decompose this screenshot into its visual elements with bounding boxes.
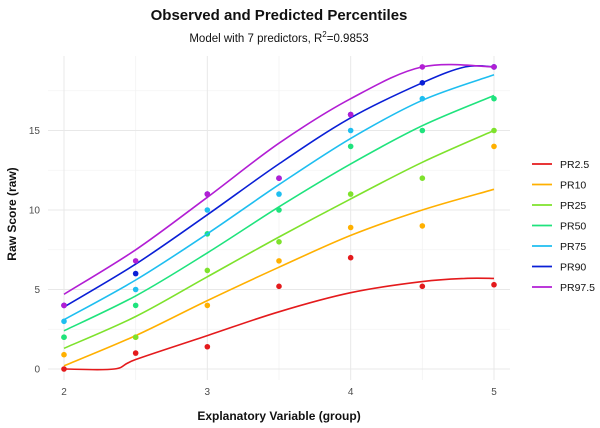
observed-point-pr50 bbox=[347, 143, 354, 150]
observed-point-pr2-5 bbox=[419, 283, 426, 290]
y-tick-label: 15 bbox=[29, 126, 41, 137]
observed-point-pr10 bbox=[61, 351, 67, 358]
observed-point-pr97-5 bbox=[132, 258, 139, 264]
legend-label: PR97.5 bbox=[560, 282, 595, 294]
observed-point-pr25 bbox=[491, 127, 497, 134]
observed-point-pr10 bbox=[204, 302, 211, 309]
legend-label: PR25 bbox=[560, 200, 586, 212]
observed-point-pr90 bbox=[419, 80, 426, 86]
predicted-line-pr25 bbox=[63, 129, 495, 350]
x-axis-title: Explanatory Variable (group) bbox=[197, 409, 360, 423]
y-tick-label: 10 bbox=[29, 206, 41, 217]
legend: PR2.5 PR10 PR25 PR50 PR75 PR90 PR97.5 bbox=[532, 159, 595, 294]
series-pr97-5 bbox=[61, 63, 497, 309]
legend-label: PR75 bbox=[560, 241, 586, 253]
observed-point-pr90 bbox=[132, 270, 139, 277]
legend-label: PR90 bbox=[560, 262, 586, 274]
series-group bbox=[61, 63, 497, 372]
legend-label: PR10 bbox=[560, 180, 586, 192]
observed-point-pr97-5 bbox=[276, 175, 282, 181]
observed-point-pr25 bbox=[347, 191, 354, 197]
observed-point-pr50 bbox=[276, 207, 282, 213]
observed-point-pr2-5 bbox=[61, 366, 67, 372]
observed-point-pr97-5 bbox=[61, 302, 67, 309]
observed-point-pr2-5 bbox=[491, 281, 497, 288]
observed-point-pr2-5 bbox=[276, 283, 282, 290]
observed-point-pr50 bbox=[419, 127, 426, 134]
observed-point-pr25 bbox=[132, 334, 139, 341]
y-tick-label: 0 bbox=[34, 365, 40, 376]
x-tick-label: 2 bbox=[61, 387, 67, 398]
subtitle-superscript: 2 bbox=[322, 30, 327, 39]
observed-point-pr75 bbox=[61, 318, 67, 325]
observed-point-pr75 bbox=[204, 207, 211, 213]
legend-label: PR2.5 bbox=[560, 159, 589, 171]
observed-point-pr75 bbox=[276, 191, 282, 197]
chart-subtitle: Model with 7 predictors, R2=0.9853 bbox=[189, 30, 368, 45]
legend-item-pr2-5: PR2.5 bbox=[532, 159, 589, 171]
series-pr2-5 bbox=[61, 254, 497, 372]
subtitle-prefix: Model with 7 predictors, R bbox=[189, 33, 322, 45]
subtitle-suffix: =0.9853 bbox=[327, 33, 369, 45]
observed-point-pr75 bbox=[347, 127, 354, 134]
observed-point-pr10 bbox=[276, 258, 282, 264]
predicted-line-pr2-5 bbox=[63, 277, 495, 371]
x-tick-labels: 2 3 4 5 bbox=[61, 387, 497, 398]
legend-item-pr50: PR50 bbox=[532, 221, 586, 233]
x-tick-label: 3 bbox=[205, 387, 211, 398]
observed-point-pr10 bbox=[419, 223, 426, 229]
x-tick-label: 5 bbox=[491, 387, 497, 398]
observed-point-pr25 bbox=[419, 175, 426, 181]
observed-point-pr2-5 bbox=[204, 343, 211, 350]
observed-point-pr50 bbox=[491, 95, 497, 102]
observed-point-pr97-5 bbox=[419, 64, 426, 70]
legend-item-pr90: PR90 bbox=[532, 262, 586, 274]
observed-point-pr75 bbox=[419, 95, 426, 102]
observed-point-pr10 bbox=[347, 224, 354, 231]
observed-point-pr97-5 bbox=[204, 191, 211, 197]
observed-point-pr75 bbox=[132, 286, 139, 293]
y-axis-title: Raw Score (raw) bbox=[5, 167, 19, 260]
predicted-line-pr50 bbox=[63, 94, 495, 332]
observed-point-pr10 bbox=[491, 143, 497, 150]
observed-point-pr50 bbox=[61, 334, 67, 341]
series-pr25 bbox=[61, 127, 497, 350]
legend-item-pr75: PR75 bbox=[532, 241, 586, 253]
observed-point-pr25 bbox=[204, 267, 211, 274]
y-tick-label: 5 bbox=[34, 285, 40, 296]
legend-item-pr10: PR10 bbox=[532, 180, 586, 192]
grid bbox=[48, 56, 510, 380]
legend-label: PR50 bbox=[560, 221, 586, 233]
observed-point-pr50 bbox=[132, 302, 139, 309]
observed-point-pr2-5 bbox=[132, 350, 139, 356]
x-tick-label: 4 bbox=[348, 387, 354, 398]
series-pr75 bbox=[61, 64, 497, 325]
y-tick-labels: 0 5 10 15 bbox=[29, 126, 41, 376]
legend-item-pr25: PR25 bbox=[532, 200, 586, 212]
series-pr50 bbox=[61, 94, 497, 341]
legend-item-pr97-5: PR97.5 bbox=[532, 282, 595, 294]
observed-point-pr25 bbox=[276, 239, 282, 245]
observed-point-pr97-5 bbox=[347, 111, 354, 118]
observed-point-pr97-5 bbox=[491, 64, 497, 70]
observed-point-pr2-5 bbox=[347, 254, 354, 261]
chart-title: Observed and Predicted Percentiles bbox=[151, 7, 408, 24]
